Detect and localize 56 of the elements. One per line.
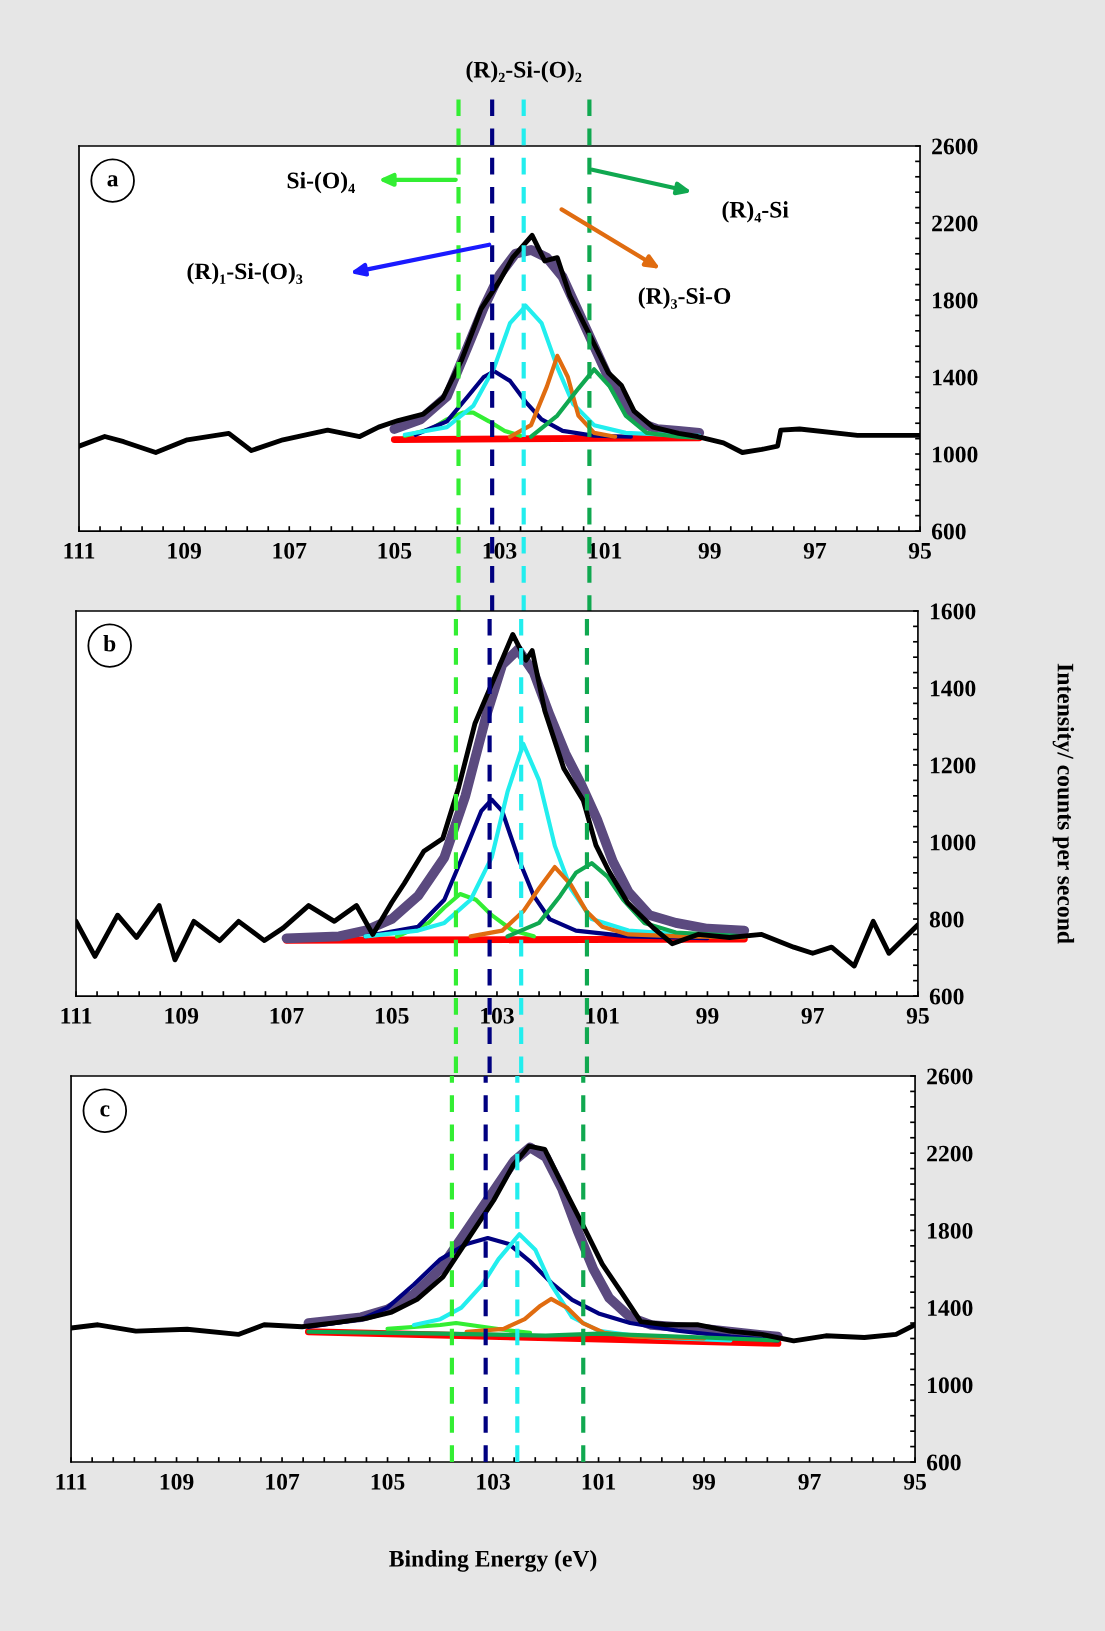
- x-tick-label: 99: [692, 1473, 715, 1490]
- x-tick-label: 97: [801, 1007, 824, 1024]
- x-tick-label: 95: [908, 542, 931, 559]
- y-tick-label: 1800: [933, 292, 978, 309]
- line-series: [507, 353, 618, 439]
- y-tick-label: 600: [931, 523, 966, 540]
- y-tick-label: 1400: [930, 680, 976, 697]
- x-tick-label: 109: [160, 1473, 194, 1490]
- x-tick-label: 97: [803, 542, 827, 559]
- x-axis-title: Binding Energy (eV): [389, 1550, 597, 1572]
- x-tick-label: 111: [56, 1473, 87, 1490]
- y-tick-label: 800: [929, 911, 964, 928]
- x-tick-label: 103: [477, 1473, 510, 1490]
- x-tick-label: 111: [64, 542, 95, 559]
- y-axis-title: Intensity/ counts per second: [1052, 663, 1075, 944]
- text: b: [103, 634, 116, 652]
- y-tick-label: 2200: [932, 215, 978, 232]
- x-tick-label: 109: [165, 1007, 199, 1024]
- x-tick-label: 101: [586, 1007, 619, 1024]
- y-tick-label: 1400: [928, 1300, 973, 1317]
- text: a: [107, 175, 119, 187]
- annotation: (R)₃-Si-O: [638, 287, 731, 309]
- x-tick-label: 107: [266, 1473, 300, 1490]
- x-tick-label: 105: [371, 1473, 405, 1490]
- text: c: [100, 1105, 110, 1117]
- y-tick-label: 600: [926, 1454, 961, 1471]
- x-tick-label: 111: [61, 1007, 92, 1024]
- x-tick-label: 107: [273, 542, 307, 559]
- x-tick-label: 99: [696, 1007, 719, 1024]
- y-tick-label: 1000: [933, 446, 978, 463]
- annotation: (R)₄-Si: [722, 201, 789, 223]
- y-tick-label: 1400: [933, 369, 978, 386]
- ref-line-label: (R)₂-Si-(O)₂: [466, 61, 582, 83]
- x-tick-label: 101: [582, 1473, 616, 1490]
- y-tick-label: 1200: [930, 757, 976, 774]
- y-tick-label: 2600: [927, 1068, 973, 1085]
- x-tick-label: 107: [270, 1007, 304, 1024]
- y-tick-label: 1600: [930, 603, 976, 620]
- x-tick-label: 103: [481, 1007, 514, 1024]
- x-tick-label: 95: [906, 1007, 929, 1024]
- y-tick-label: 2200: [927, 1145, 973, 1162]
- x-tick-label: 101: [588, 542, 622, 559]
- x-tick-label: 109: [168, 542, 201, 559]
- ref-line-label: Si-(O)₄: [287, 171, 355, 194]
- y-tick-label: 2600: [932, 138, 978, 155]
- x-tick-label: 99: [698, 542, 721, 559]
- y-tick-label: 600: [929, 988, 964, 1005]
- x-tick-label: 95: [903, 1473, 926, 1490]
- x-tick-label: 97: [798, 1473, 821, 1490]
- y-tick-label: 1000: [930, 834, 976, 851]
- y-tick-label: 1800: [928, 1222, 973, 1239]
- x-tick-label: 103: [483, 542, 517, 559]
- x-tick-label: 105: [378, 542, 412, 559]
- x-tick-label: 105: [375, 1007, 409, 1024]
- y-tick-label: 1000: [928, 1377, 973, 1394]
- annotation: (R)₁-Si-(O)₃: [187, 262, 303, 285]
